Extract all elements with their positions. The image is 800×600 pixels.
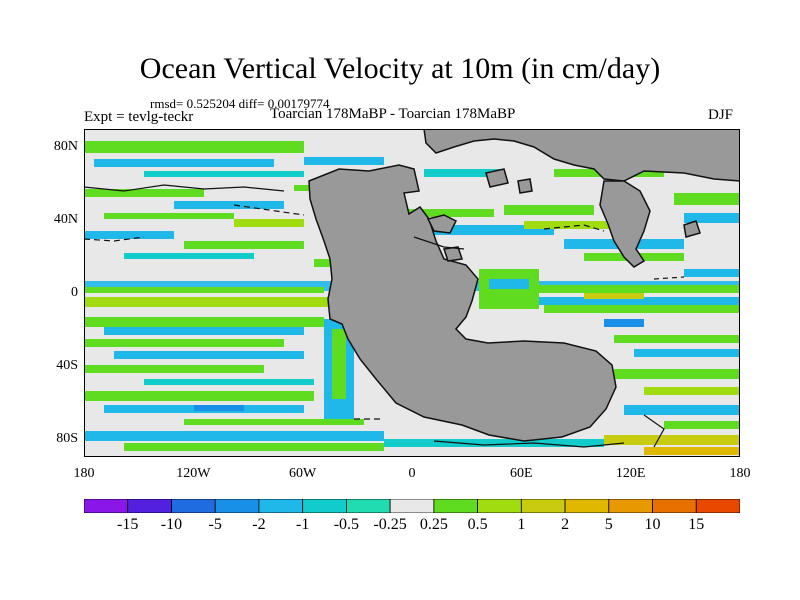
colorbar-label: -0.5 xyxy=(333,516,360,533)
northern-landmass xyxy=(423,129,740,182)
comparison-label: Toarcian 178MaBP - Toarcian 178MaBP xyxy=(270,106,516,122)
island-5 xyxy=(683,220,701,238)
colorbar-swatch xyxy=(171,498,216,514)
colorbar-label: 1 xyxy=(517,516,526,533)
island-3 xyxy=(485,168,509,188)
colorbar-swatch xyxy=(477,498,522,514)
lon-tick-label: 120E xyxy=(615,466,646,481)
colorbar-label: 0.5 xyxy=(467,516,488,533)
colorbar-label: -1 xyxy=(295,516,310,533)
experiment-label: Expt = tevlg-teckr xyxy=(84,109,194,125)
colorbar-swatch xyxy=(83,498,129,514)
colorbar-swatch xyxy=(258,498,304,514)
colorbar-swatch xyxy=(214,498,260,514)
asia-peninsula xyxy=(599,180,651,268)
colorbar-swatch xyxy=(389,498,435,514)
continents xyxy=(308,129,740,442)
lat-tick-label: 40N xyxy=(53,212,78,228)
lat-tick-label: 0 xyxy=(71,285,78,300)
colorbar-label: -15 xyxy=(117,516,139,533)
lon-tick-label: 180 xyxy=(73,466,95,481)
colorbar-label: 0.25 xyxy=(419,516,448,533)
colorbar-swatch xyxy=(433,498,478,514)
colorbar-label: -10 xyxy=(160,516,183,533)
colorbar-swatch xyxy=(652,498,697,514)
colorbar-label: 15 xyxy=(688,516,705,533)
velocity-field xyxy=(84,141,740,455)
colorbar-label: -2 xyxy=(252,516,266,533)
lon-tick-label: 60W xyxy=(289,466,317,481)
colorbar-label: 10 xyxy=(644,516,661,533)
lon-tick-label: 120W xyxy=(176,466,211,481)
map-title: Ocean Vertical Velocity at 10m (in cm/da… xyxy=(139,52,661,85)
lat-tick-label: 40S xyxy=(56,357,78,373)
colorbar-swatch xyxy=(520,498,566,514)
island-4 xyxy=(517,178,533,194)
colorbar-swatch xyxy=(345,498,391,514)
lat-tick-label: 80N xyxy=(53,139,78,155)
map-plot xyxy=(84,129,740,457)
lon-tick-label: 60E xyxy=(510,466,533,481)
colorbar-swatch xyxy=(564,498,610,514)
stats-text: rmsd= 0.525204 diff= 0.00179774 xyxy=(150,96,330,111)
colorbar-swatch xyxy=(302,498,347,514)
island-1 xyxy=(426,214,458,234)
lon-tick-label: 180 xyxy=(729,466,751,481)
pangaea-landmass xyxy=(308,164,617,442)
lat-tick-label: 80S xyxy=(56,430,78,446)
lon-tick-label: 0 xyxy=(408,466,416,481)
colorbar-swatch xyxy=(608,498,653,514)
colorbar-swatch xyxy=(695,498,741,514)
colorbar-label: 5 xyxy=(604,516,613,533)
colorbar-label: -0.25 xyxy=(373,516,407,533)
coastline-contours xyxy=(84,184,685,448)
season-label: DJF xyxy=(708,107,734,123)
colorbar-label: -5 xyxy=(208,516,222,533)
colorbar-swatch xyxy=(127,498,172,514)
colorbar-label: 2 xyxy=(561,516,570,533)
colorbar xyxy=(83,498,741,518)
